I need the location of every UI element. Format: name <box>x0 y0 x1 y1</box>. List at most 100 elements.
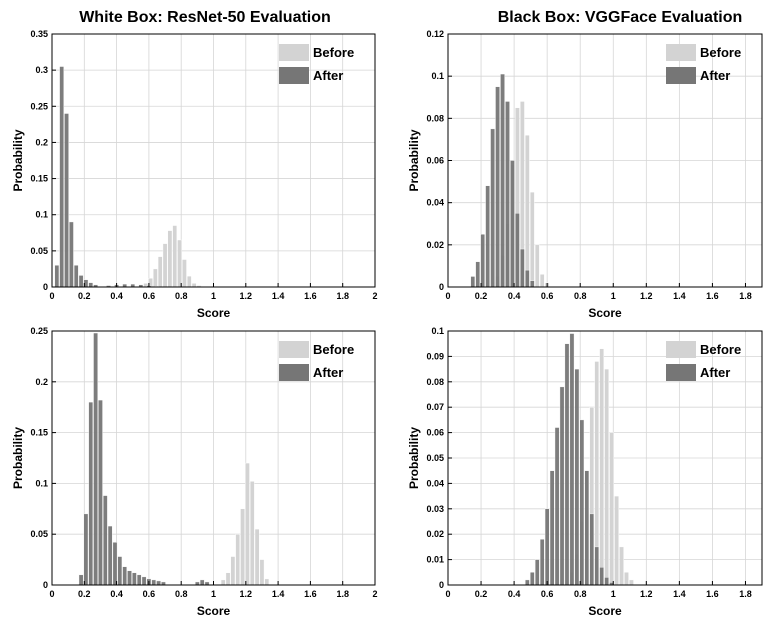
bar-before <box>249 481 255 586</box>
x-tick-label: 1 <box>211 589 216 599</box>
y-tick-label: 0 <box>439 282 444 292</box>
bar-after <box>102 495 108 586</box>
bar-after <box>136 574 142 586</box>
legend-label-before: Before <box>700 45 741 60</box>
legend-label-after: After <box>700 68 730 83</box>
x-axis-label: Score <box>197 306 231 320</box>
bar-before <box>539 274 545 288</box>
y-tick-label: 0.04 <box>426 478 444 488</box>
y-tick-label: 0.15 <box>30 428 48 438</box>
bar-before <box>235 534 241 586</box>
bar-before <box>153 268 158 288</box>
x-tick-label: 1.6 <box>304 589 317 599</box>
bar-after <box>151 579 157 586</box>
x-tick-label: 2 <box>372 589 377 599</box>
bar-before <box>604 368 609 586</box>
bar-after <box>594 546 600 586</box>
y-axis-label: Probability <box>11 129 25 191</box>
bar-after <box>54 265 60 288</box>
bar-after <box>83 513 89 586</box>
bar-before <box>245 462 250 586</box>
x-tick-label: 1.6 <box>706 291 719 301</box>
bar-after <box>574 368 580 586</box>
legend-swatch-after <box>666 364 696 381</box>
bar-after <box>485 185 490 288</box>
bar-before <box>614 495 619 586</box>
y-tick-label: 0.09 <box>426 351 444 361</box>
x-tick-label: 0.6 <box>143 291 156 301</box>
y-tick-label: 0 <box>43 580 48 590</box>
y-axis-label: Probability <box>407 427 421 489</box>
bar-after <box>539 539 545 586</box>
y-tick-label: 0.07 <box>426 402 444 412</box>
legend-label-after: After <box>313 365 343 380</box>
y-tick-label: 0.04 <box>426 198 444 208</box>
bar-after <box>78 574 84 586</box>
bar-before <box>259 559 265 586</box>
legend-swatch-before <box>279 44 309 61</box>
bar-after <box>490 128 495 288</box>
bar-before <box>182 259 187 288</box>
bar-after <box>559 386 565 586</box>
x-axis-label: Score <box>588 306 622 320</box>
bar-after <box>495 86 500 288</box>
bar-before <box>225 572 231 586</box>
x-tick-label: 0.8 <box>574 291 587 301</box>
bar-after <box>515 213 520 288</box>
bar-after <box>156 580 161 586</box>
bar-after <box>500 73 505 288</box>
y-tick-label: 0.1 <box>431 71 444 81</box>
x-tick-label: 1.4 <box>673 589 686 599</box>
bar-after <box>534 559 540 586</box>
bar-after <box>564 343 570 586</box>
chart-title: Black Box: VGGFace Evaluation <box>498 9 743 26</box>
x-tick-label: 0.6 <box>143 589 156 599</box>
bar-after <box>141 576 147 586</box>
x-tick-label: 0.4 <box>508 291 521 301</box>
x-tick-label: 1.4 <box>673 291 686 301</box>
bar-before <box>240 508 245 586</box>
x-tick-label: 0.6 <box>541 589 554 599</box>
x-tick-label: 1 <box>611 291 616 301</box>
y-tick-label: 0.01 <box>426 555 444 565</box>
chart-panel-3: 0 0.2 0.4 0.6 0.8 1 1.2 1.4 1.6 1.8 2 0 0.05 0.1 0.15 0… <box>11 326 378 618</box>
x-tick-label: 0 <box>49 291 54 301</box>
bar-after <box>88 401 94 586</box>
x-tick-label: 1.4 <box>272 291 285 301</box>
x-tick-label: 1.8 <box>336 291 349 301</box>
bar-after <box>569 333 575 586</box>
x-tick-label: 0.8 <box>175 291 188 301</box>
bar-after <box>525 579 530 586</box>
bar-after <box>470 276 476 288</box>
y-tick-label: 0.03 <box>426 504 444 514</box>
y-tick-label: 0.02 <box>426 240 444 250</box>
y-tick-label: 0.25 <box>30 101 48 111</box>
legend-swatch-after <box>666 67 696 84</box>
x-tick-label: 1.8 <box>336 589 349 599</box>
bar-after <box>78 275 84 288</box>
bar-before <box>534 244 540 288</box>
bar-before <box>162 243 168 288</box>
bar-before <box>186 275 192 288</box>
legend-swatch-before <box>666 44 696 61</box>
bar-before <box>254 528 260 586</box>
bar-before <box>220 579 226 586</box>
x-tick-label: 1 <box>611 589 616 599</box>
bar-after <box>107 525 113 586</box>
y-tick-label: 0.12 <box>426 29 444 39</box>
y-tick-label: 0.08 <box>426 113 444 123</box>
bar-before <box>624 572 629 586</box>
bar-after <box>604 577 609 586</box>
y-tick-label: 0.06 <box>426 428 444 438</box>
y-axis-label: Probability <box>11 427 25 489</box>
x-tick-label: 1.2 <box>640 291 653 301</box>
legend-label-after: After <box>700 365 730 380</box>
y-tick-label: 0.05 <box>426 453 444 463</box>
x-tick-label: 0 <box>49 589 54 599</box>
x-axis-label: Score <box>588 604 622 618</box>
bar-after <box>505 101 510 288</box>
bar-after <box>64 113 69 288</box>
chart-panel-1: 0 0.2 0.4 0.6 0.8 1 1.2 1.4 1.6 1.8 2 0 0.05 0.1 0.15 0… <box>11 9 378 320</box>
bar-before <box>191 283 197 288</box>
bar-before <box>609 432 614 586</box>
